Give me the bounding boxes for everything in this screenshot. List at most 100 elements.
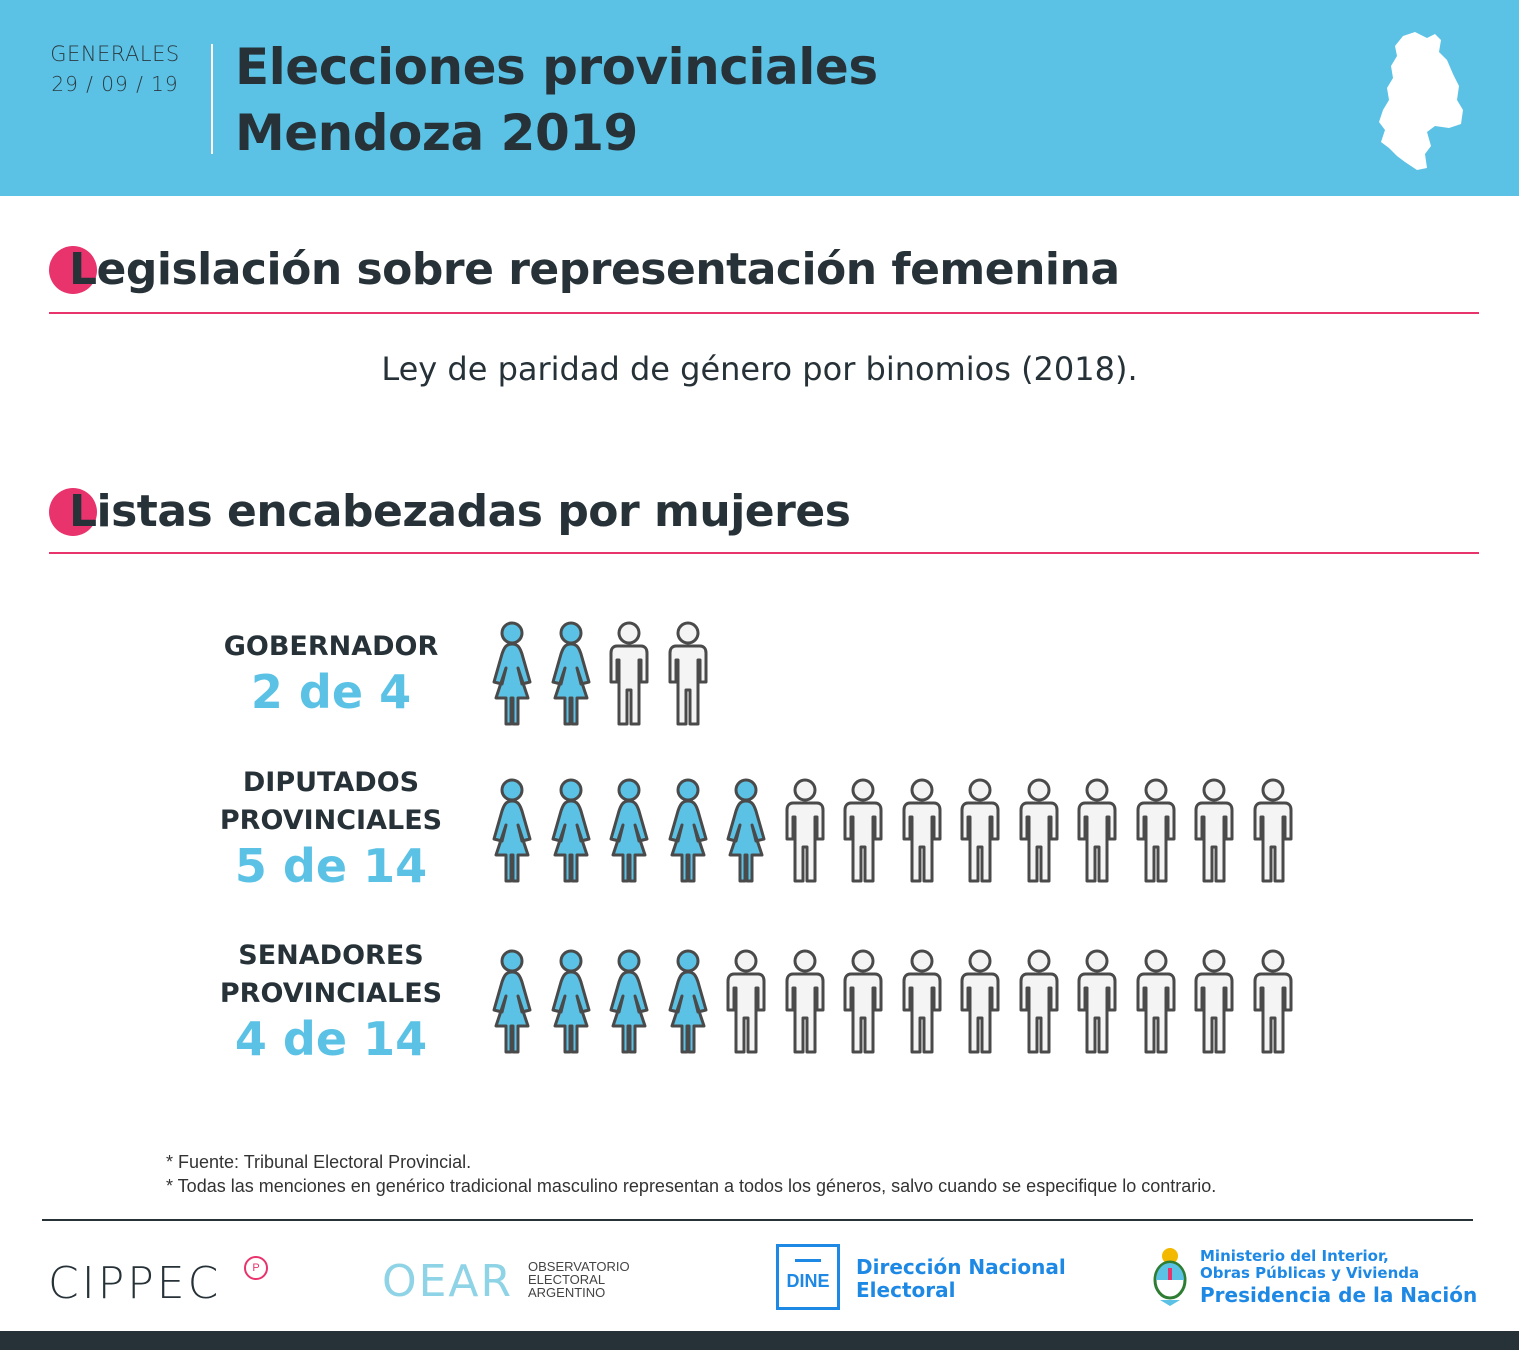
figure-body (668, 644, 707, 726)
man-icon (1253, 778, 1292, 883)
man-icon (668, 621, 707, 726)
row-count: 4 de 14 (234, 1012, 428, 1066)
title-line-2: Mendoza 2019 (235, 104, 638, 162)
figure-body (902, 972, 941, 1054)
figure-body (1077, 972, 1117, 1054)
woman-icon (726, 778, 766, 883)
figure-body (551, 642, 590, 726)
figure-head (559, 621, 582, 645)
figure-body (843, 801, 883, 883)
figure-head (1144, 778, 1167, 802)
figure-head (500, 621, 524, 645)
figure-head (500, 778, 524, 802)
figure-body (1194, 801, 1234, 883)
figure-head (734, 949, 758, 973)
dine-name: Dirección Nacional Electoral (856, 1255, 1066, 1302)
figure-head (968, 949, 992, 973)
footer-bar (0, 1331, 1519, 1350)
row-name: DIPUTADOS (242, 767, 420, 798)
footnote-gender: * Todas las menciones en genérico tradic… (166, 1176, 1217, 1196)
figure-body (492, 642, 532, 726)
figure-head (793, 778, 816, 802)
dine-abbr: DINE (786, 1271, 830, 1291)
figure-head (1202, 949, 1226, 973)
figure-head (617, 949, 641, 973)
figure-body (785, 801, 824, 883)
page-title: Elecciones provinciales Mendoza 2019 (235, 34, 878, 166)
figure-head (559, 949, 582, 973)
figure-head (500, 949, 524, 973)
figure-body (1077, 801, 1117, 883)
figure-head (1144, 949, 1167, 973)
man-icon (902, 778, 941, 883)
figure-body (1019, 972, 1058, 1054)
man-icon (1019, 778, 1058, 883)
man-icon (960, 778, 1000, 883)
man-icon (1136, 778, 1175, 883)
figure-head (910, 778, 933, 802)
figure-body (609, 799, 649, 883)
woman-icon (551, 621, 590, 726)
figure-body (1253, 801, 1292, 883)
figure-head (559, 778, 582, 802)
section-divider (49, 312, 1479, 314)
figure-body (551, 799, 590, 883)
title-line-1: Elecciones provinciales (235, 38, 878, 96)
row-name: SENADORES (238, 940, 424, 971)
woman-icon (492, 778, 532, 883)
dine-bar (795, 1259, 821, 1262)
woman-icon (492, 621, 532, 726)
figure-head (793, 949, 816, 973)
figure-body (668, 970, 707, 1054)
figure-body (668, 799, 707, 883)
section-divider (49, 552, 1479, 554)
woman-icon (492, 949, 532, 1054)
man-icon (1077, 778, 1117, 883)
cippec-mark-icon: P (244, 1256, 268, 1280)
man-icon (960, 949, 1000, 1054)
figure-head (1202, 778, 1226, 802)
man-icon (843, 778, 883, 883)
woman-icon (551, 949, 590, 1054)
figure-head (1085, 778, 1109, 802)
man-icon (785, 778, 824, 883)
man-icon (1194, 778, 1234, 883)
footnotes: * Fuente: Tribunal Electoral Provincial.… (166, 1150, 1216, 1198)
figure-head (1261, 778, 1284, 802)
bullet-dot (49, 488, 97, 536)
figure-head (1027, 949, 1050, 973)
law-description: Ley de paridad de género por binomios (2… (381, 350, 1138, 388)
figure-head (617, 621, 641, 645)
cippec-logo: CIPPEC (48, 1258, 222, 1309)
oear-subtitle: OBSERVATORIO ELECTORAL ARGENTINO (528, 1259, 630, 1300)
figure-head (734, 778, 758, 802)
election-kicker: GENERALES (50, 42, 180, 66)
figure-body (960, 801, 1000, 883)
figure-body (1019, 801, 1058, 883)
row-name: PROVINCIALES (219, 978, 443, 1009)
woman-icon (668, 949, 707, 1054)
header-divider (211, 44, 213, 154)
row-name: GOBERNADOR (223, 631, 439, 662)
figure-body (1253, 972, 1292, 1054)
figure-body (609, 644, 649, 726)
figure-head (676, 778, 699, 802)
figure-body (492, 970, 532, 1054)
header-banner: GENERALES 29 / 09 / 19 Elecciones provin… (0, 0, 1519, 196)
row-governor-label: GOBERNADOR 2 de 4 (191, 628, 471, 718)
figure-head (617, 778, 641, 802)
woman-icon (609, 778, 649, 883)
figure-body (609, 970, 649, 1054)
man-icon (726, 949, 766, 1054)
ministry-name: Ministerio del Interior, Obras Públicas … (1200, 1247, 1478, 1308)
man-icon (1253, 949, 1292, 1054)
row-senators-label: SENADORES PROVINCIALES 4 de 14 (191, 937, 471, 1065)
figure-body (492, 799, 532, 883)
figure-head (1027, 778, 1050, 802)
figure-head (851, 949, 875, 973)
figure-body (843, 972, 883, 1054)
man-icon (609, 621, 649, 726)
bullet-dot (49, 246, 97, 294)
figure-head (968, 778, 992, 802)
man-icon (902, 949, 941, 1054)
